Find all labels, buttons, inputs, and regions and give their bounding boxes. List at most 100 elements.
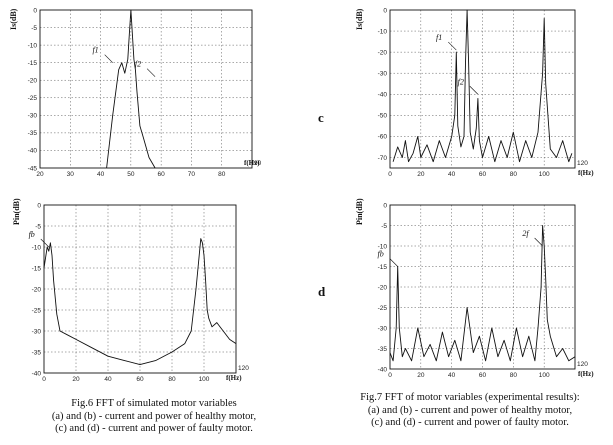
y-tick-label: -15: [32, 265, 42, 272]
y-tick-label: -20: [28, 78, 38, 85]
y-tick-label: -45: [28, 165, 38, 172]
annotation-label: f1: [436, 33, 442, 42]
x-tick-label: 80: [168, 376, 176, 383]
x-tick-label: 70: [188, 171, 196, 178]
x-tick-label: 0: [388, 372, 392, 379]
annotation-label: f1: [92, 46, 98, 55]
x-tick-label: 20: [72, 376, 80, 383]
y-tick-label: -25: [32, 307, 42, 314]
chart-fig6-c: 20 30 40 50 60 70 80 90 0 -5 -10 -15 -20 -25 -30 -35 -40…: [0, 0, 300, 185]
x-tick-label: 60: [158, 171, 166, 178]
y-tick-label: -20: [378, 284, 388, 291]
y-tick-label: -40: [28, 148, 38, 155]
fig7-c-ylabel: Is(dB): [355, 8, 364, 30]
x-tick-label: 100: [539, 171, 550, 178]
y-tick-label: -60: [378, 134, 388, 141]
annotation-leader: [534, 237, 543, 247]
annotation-leader: [104, 54, 113, 63]
fig6-d-xlabel: f(Hz): [226, 374, 242, 382]
y-tick-label: -25: [28, 95, 38, 102]
spectrum-line: [43, 238, 237, 366]
y-tick-label: 0: [37, 202, 41, 209]
annotation-label: f2: [458, 77, 464, 86]
y-tick-label: -40: [378, 92, 388, 99]
x-tick-label: 80: [510, 171, 518, 178]
plot-frame: [389, 204, 576, 370]
y-tick-label: -40: [378, 366, 388, 373]
side-label-d: d: [318, 284, 326, 299]
x-tick-label: 0: [42, 376, 46, 383]
y-tick-label: -20: [32, 286, 42, 293]
x-tick-label: 40: [104, 376, 112, 383]
fig7-d-ylabel: Pin(dB): [355, 198, 364, 225]
spectrum-line: [106, 9, 156, 169]
fig6-c-ylabel: Is(dB): [9, 8, 18, 30]
x-tick-label: 120: [238, 365, 249, 372]
x-tick-label: 30: [67, 171, 75, 178]
y-tick-label: -50: [378, 113, 388, 120]
fig6-caption-line-1: Fig.6 FFT of simulated motor variables: [71, 398, 237, 409]
x-tick-label: 90: [254, 160, 262, 167]
y-tick-label: -10: [378, 28, 388, 35]
x-tick-label: 40: [97, 171, 105, 178]
x-tick-label: 60: [479, 372, 487, 379]
chart-fig7-d-svg: 0 20 40 60 80 100 120 0 -5 -10 -15 -20 -25 -30 -35 -40 f…: [377, 202, 588, 379]
x-tick-label: 40: [448, 372, 456, 379]
x-tick-label: 120: [577, 361, 588, 368]
y-tick-label: -10: [32, 244, 42, 251]
x-tick-label: 20: [36, 171, 44, 178]
y-tick-label: -20: [378, 49, 388, 56]
y-tick-label: -35: [32, 349, 42, 356]
y-tick-label: -5: [381, 223, 387, 230]
fig7-d-xlabel: f(Hz): [578, 370, 594, 378]
chart-fig7-d: 0 20 40 60 80 100 120 0 -5 -10 -15 -20 -25 -30 -35 -40 f…: [350, 195, 613, 385]
x-tick-label: 60: [136, 376, 144, 383]
y-tick-label: 0: [33, 7, 37, 14]
y-tick-label: -15: [28, 60, 38, 67]
plot-frame: [39, 9, 253, 169]
x-tick-label: 80: [510, 372, 518, 379]
fig7-caption-line-3: (c) and (d) - current and power of fault…: [371, 417, 569, 428]
y-tick-label: 0: [383, 7, 387, 14]
x-tick-label: 120: [577, 160, 588, 167]
annotation-leader: [448, 41, 457, 51]
fig6-caption-line-3: (c) and (d) - current and power of fault…: [55, 423, 253, 434]
y-tick-label: -10: [28, 42, 38, 49]
annotation-label: fb: [377, 250, 383, 259]
fig7-c-xlabel: f(Hz): [578, 169, 594, 177]
y-tick-label: -70: [378, 155, 388, 162]
fig7-caption-line-1: Fig.7 FFT of motor variables (experiment…: [360, 392, 580, 403]
chart-fig6-d-svg: 0 20 40 60 80 100 120 0 -5 -10 -15 -20 -25 -30 -35 -40 f…: [29, 202, 250, 383]
spectrum-line: [392, 9, 573, 163]
annotation-label: 2f: [522, 229, 530, 238]
chart-fig6-c-svg: 20 30 40 50 60 70 80 90 0 -5 -10 -15 -20 -25 -30 -35 -40…: [28, 7, 262, 178]
x-tick-label: 50: [127, 171, 135, 178]
y-tick-label: -30: [378, 71, 388, 78]
y-tick-label: -10: [378, 243, 388, 250]
y-tick-label: -5: [35, 223, 41, 230]
annotation-label: fb: [29, 230, 35, 239]
annotation-leader: [146, 68, 156, 77]
y-tick-label: -15: [378, 264, 388, 271]
spectrum-line: [389, 225, 576, 362]
fig6-d-ylabel: Pin(dB): [12, 198, 21, 225]
annotation-leader: [469, 86, 479, 95]
y-tick-label: -25: [378, 305, 388, 312]
y-tick-label: -30: [378, 325, 388, 332]
x-tick-label: 20: [417, 171, 425, 178]
fig6-caption-line-2: (a) and (b) - current and power of healt…: [51, 410, 257, 422]
chart-fig7-c: 0 20 40 60 80 100 120 0 -10 -20 -30 -40 -50 -60 -70 f1 f…: [350, 0, 613, 185]
y-tick-label: -35: [378, 346, 388, 353]
side-label-c: c: [318, 110, 324, 125]
x-tick-label: 20: [417, 372, 425, 379]
y-tick-label: 0: [383, 202, 387, 209]
y-tick-label: -35: [28, 130, 38, 137]
x-tick-label: 80: [218, 171, 226, 178]
x-tick-label: 0: [388, 171, 392, 178]
plot-frame: [43, 204, 237, 374]
x-tick-label: 40: [448, 171, 456, 178]
fig7-caption: Fig.7 FFT of motor variables (experiment…: [330, 392, 610, 430]
y-tick-label: -5: [31, 25, 37, 32]
x-tick-label: 60: [479, 171, 487, 178]
fig6-caption: Fig.6 FFT of simulated motor variables (…: [24, 398, 284, 436]
